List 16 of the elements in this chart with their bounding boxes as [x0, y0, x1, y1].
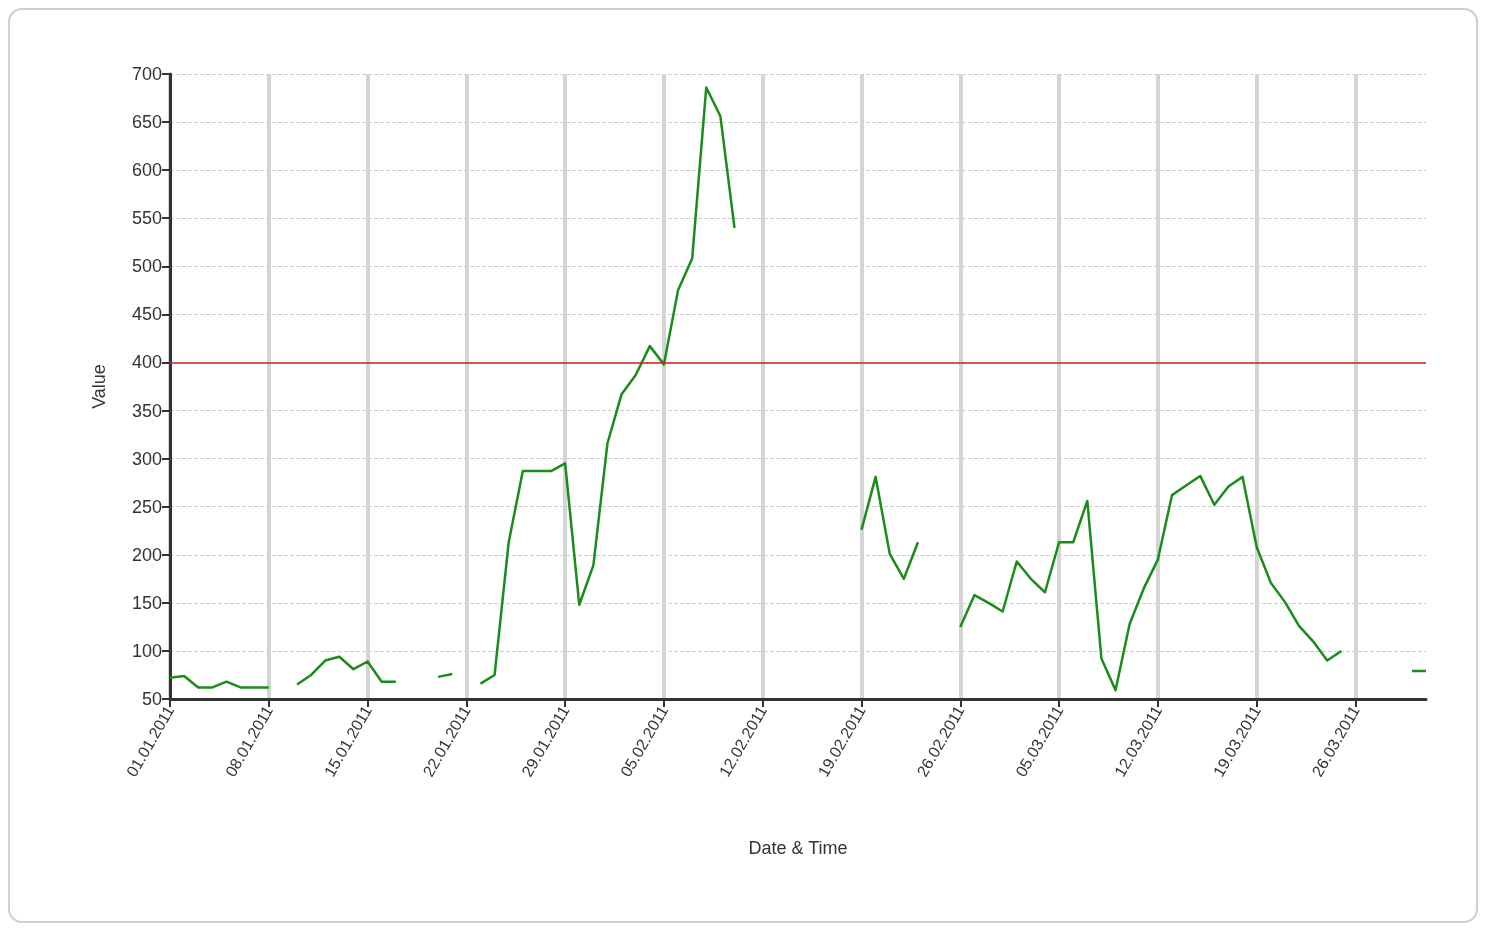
- y-tick-label: 50: [141, 689, 162, 709]
- y-tick-label: 300: [131, 448, 162, 469]
- y-tick-label: 450: [131, 304, 162, 325]
- y-tick-label: 500: [131, 256, 162, 277]
- y-tick-label: 350: [131, 400, 162, 421]
- y-tick-label: 700: [131, 64, 162, 84]
- y-tick-label: 150: [131, 592, 162, 613]
- y-tick-label: 400: [131, 352, 162, 373]
- y-tick-label: 200: [131, 544, 162, 565]
- y-axis-title: Value: [89, 364, 109, 409]
- y-tick-label: 600: [131, 160, 162, 181]
- x-axis-title: Date & Time: [748, 838, 848, 858]
- y-tick-label: 650: [131, 112, 162, 133]
- y-tick-label: 550: [131, 208, 162, 229]
- y-tick-label: 250: [131, 496, 162, 517]
- y-tick-label: 100: [131, 640, 162, 661]
